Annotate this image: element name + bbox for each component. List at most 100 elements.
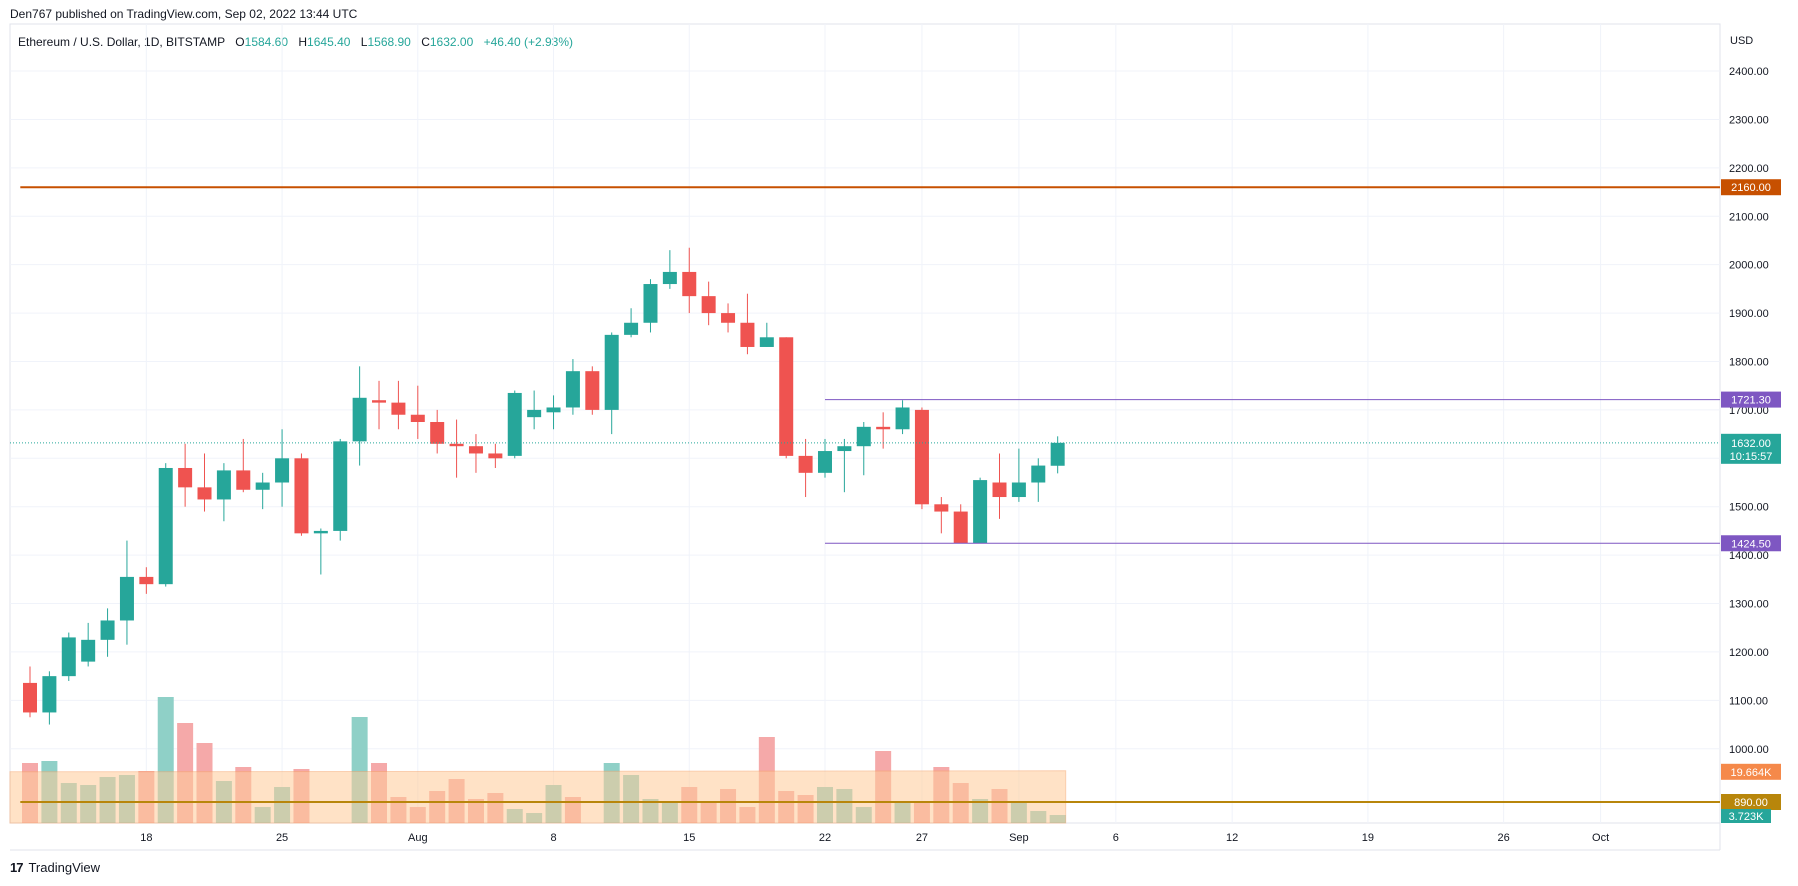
candle-body <box>1031 465 1046 483</box>
candle-body <box>565 371 580 408</box>
candle-body <box>895 407 910 430</box>
candle-body <box>81 639 96 662</box>
candle-body <box>372 400 387 403</box>
candle-body <box>313 530 328 534</box>
low-label: L <box>360 35 368 49</box>
x-tick-label: Sep <box>1009 832 1029 844</box>
candle-body <box>973 480 988 544</box>
y-tick-label: 2100.00 <box>1729 211 1769 223</box>
x-tick-label: 19 <box>1362 832 1374 844</box>
y-tick-label: 2300.00 <box>1729 114 1769 126</box>
candle-body <box>856 426 871 447</box>
candle-body <box>488 453 503 459</box>
open-label: O <box>235 35 245 49</box>
candle-body <box>992 482 1007 498</box>
footer: 17 TradingView <box>10 860 100 875</box>
last-price-tag <box>1721 433 1781 464</box>
candle-body <box>178 467 193 488</box>
candle-body <box>158 467 173 585</box>
candle-body <box>119 576 134 621</box>
candle-body <box>682 271 697 297</box>
x-tick-label: 12 <box>1226 832 1238 844</box>
volume-ma-label: 19.664K <box>1731 767 1773 779</box>
x-tick-label: 25 <box>276 832 288 844</box>
y-tick-label: 1300.00 <box>1729 599 1769 611</box>
candle-body <box>604 334 619 410</box>
candle-body <box>100 620 115 640</box>
y-tick-label: 1700.00 <box>1729 405 1769 417</box>
last-price-label: 1632.00 <box>1731 438 1771 450</box>
y-tick-label: 2200.00 <box>1729 163 1769 175</box>
y-tick-label: 1100.00 <box>1729 695 1768 707</box>
candle-body <box>255 482 270 490</box>
candle-body <box>837 446 852 452</box>
x-tick-label: Aug <box>408 832 428 844</box>
y-tick-label: 1000.00 <box>1729 744 1769 756</box>
x-tick-label: 26 <box>1498 832 1510 844</box>
x-tick-label: 18 <box>140 832 152 844</box>
candle-body <box>740 322 755 347</box>
candle-body <box>410 414 425 422</box>
candle-body <box>23 682 37 713</box>
candle-body <box>817 451 832 473</box>
price-tag-label: 1424.50 <box>1731 538 1771 550</box>
footer-brand: TradingView <box>28 860 101 875</box>
candle-body <box>391 402 406 415</box>
candle-body <box>197 487 212 500</box>
candle-body <box>953 511 968 544</box>
plot-frame <box>9 23 1721 824</box>
y-tick-label: 1500.00 <box>1729 502 1769 514</box>
candle-body <box>643 284 658 323</box>
candle-body <box>876 426 891 430</box>
countdown-label: 10:15:57 <box>1730 451 1773 463</box>
volume-ma-tag <box>1721 763 1781 780</box>
candle-body <box>61 637 76 677</box>
candle-body <box>914 409 929 505</box>
x-tick-label: 15 <box>683 832 695 844</box>
candle-body <box>468 446 483 454</box>
candle-body <box>798 455 813 473</box>
high-label: H <box>298 35 308 49</box>
close-label: C <box>421 35 430 49</box>
volume-last-tag <box>1721 809 1771 823</box>
candle-body <box>42 676 57 713</box>
x-tick-label: 22 <box>819 832 831 844</box>
candle-body <box>585 371 600 410</box>
candle-body <box>779 337 794 456</box>
candle-body <box>236 470 251 490</box>
y-tick-label: 1400.00 <box>1729 550 1769 562</box>
low-value: 1568.90 <box>367 35 411 49</box>
candle-body <box>449 443 464 447</box>
candle-body <box>662 271 677 285</box>
price-tag-label: 1721.30 <box>1731 395 1771 407</box>
price-tag <box>1721 179 1781 196</box>
candle-body <box>934 504 949 512</box>
candle-body <box>1050 442 1065 466</box>
volume-last-label: 3.723K <box>1729 811 1765 823</box>
y-tick-label: 2400.00 <box>1729 66 1769 78</box>
candle-body <box>1011 482 1026 498</box>
price-tag <box>1721 391 1781 408</box>
currency-label: USD <box>1730 35 1753 47</box>
symbol-legend: Ethereum / U.S. Dollar, 1D, BITSTAMP O15… <box>18 35 573 49</box>
publisher-line: Den767 published on TradingView.com, Sep… <box>10 7 358 21</box>
candle-body <box>701 296 716 314</box>
candle-body <box>216 470 231 500</box>
high-value: 1645.40 <box>307 35 351 49</box>
close-value: 1632.00 <box>429 35 474 49</box>
x-tick-label: Oct <box>1592 832 1609 844</box>
candle-body <box>759 337 774 347</box>
candle-body <box>507 392 522 456</box>
candle-body <box>624 322 639 335</box>
candle-body <box>546 407 561 413</box>
y-tick-label: 1900.00 <box>1729 308 1769 320</box>
price-tag-label: 890.00 <box>1734 797 1768 809</box>
candle-body <box>139 576 154 585</box>
x-tick-label: 6 <box>1113 832 1119 844</box>
candle-body <box>275 458 290 483</box>
volume-ma-area <box>9 770 1067 824</box>
x-tick-label: 8 <box>550 832 556 844</box>
candle-body <box>294 458 309 534</box>
price-tag <box>1721 535 1781 552</box>
